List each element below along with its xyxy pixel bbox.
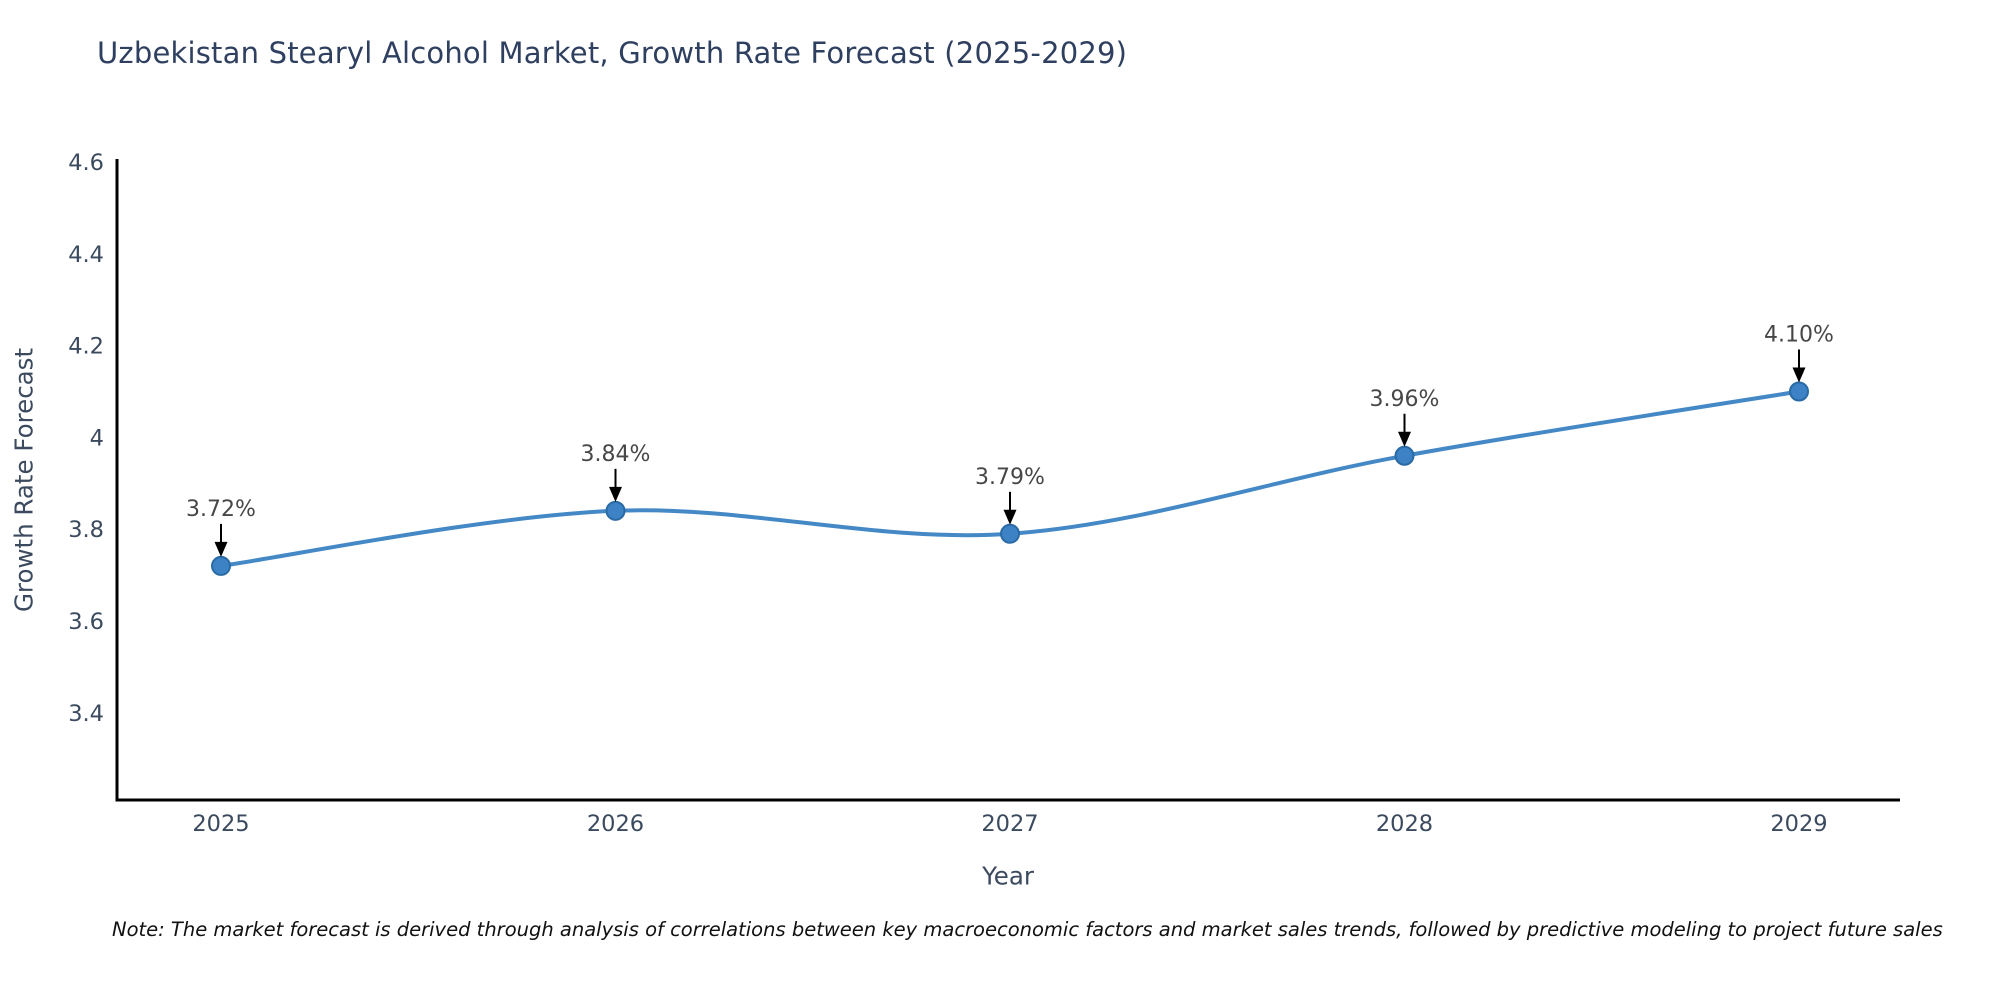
- x-tick-label: 2025: [192, 811, 249, 837]
- y-tick-label: 4.2: [68, 334, 104, 360]
- y-tick-label: 3.8: [68, 517, 104, 543]
- y-tick-label: 4.4: [68, 242, 104, 268]
- x-tick-label: 2027: [981, 811, 1038, 837]
- y-tick-label: 4.6: [68, 150, 104, 176]
- data-point-marker: [605, 500, 626, 521]
- data-point-label: 3.72%: [186, 497, 256, 522]
- data-point-marker: [1789, 381, 1809, 402]
- data-point-label: 4.10%: [1764, 323, 1834, 348]
- annotation-arrow-head: [1003, 509, 1017, 525]
- footnote: Note: The market forecast is derived thr…: [112, 918, 1943, 941]
- chart-title: Uzbekistan Stearyl Alcohol Market, Growt…: [97, 36, 1128, 70]
- data-point-marker: [1000, 523, 1020, 544]
- data-point-label: 3.84%: [581, 442, 651, 467]
- data-point-label: 3.79%: [975, 465, 1045, 490]
- x-tick-label: 2026: [587, 811, 644, 837]
- annotation-arrow-head: [214, 541, 228, 557]
- y-tick-label: 4: [90, 425, 104, 451]
- annotation-arrow-head: [1792, 367, 1806, 383]
- x-tick-label: 2028: [1376, 811, 1433, 837]
- y-tick-label: 3.6: [68, 609, 104, 635]
- x-axis-label: Year: [982, 861, 1034, 891]
- annotation-arrow-head: [609, 486, 622, 502]
- annotation-arrow-head: [1398, 431, 1411, 447]
- data-point-marker: [211, 555, 231, 576]
- x-tick-label: 2029: [1770, 811, 1827, 837]
- data-point-marker: [1394, 445, 1415, 466]
- y-tick-label: 3.4: [68, 701, 104, 727]
- data-point-label: 3.96%: [1370, 387, 1440, 412]
